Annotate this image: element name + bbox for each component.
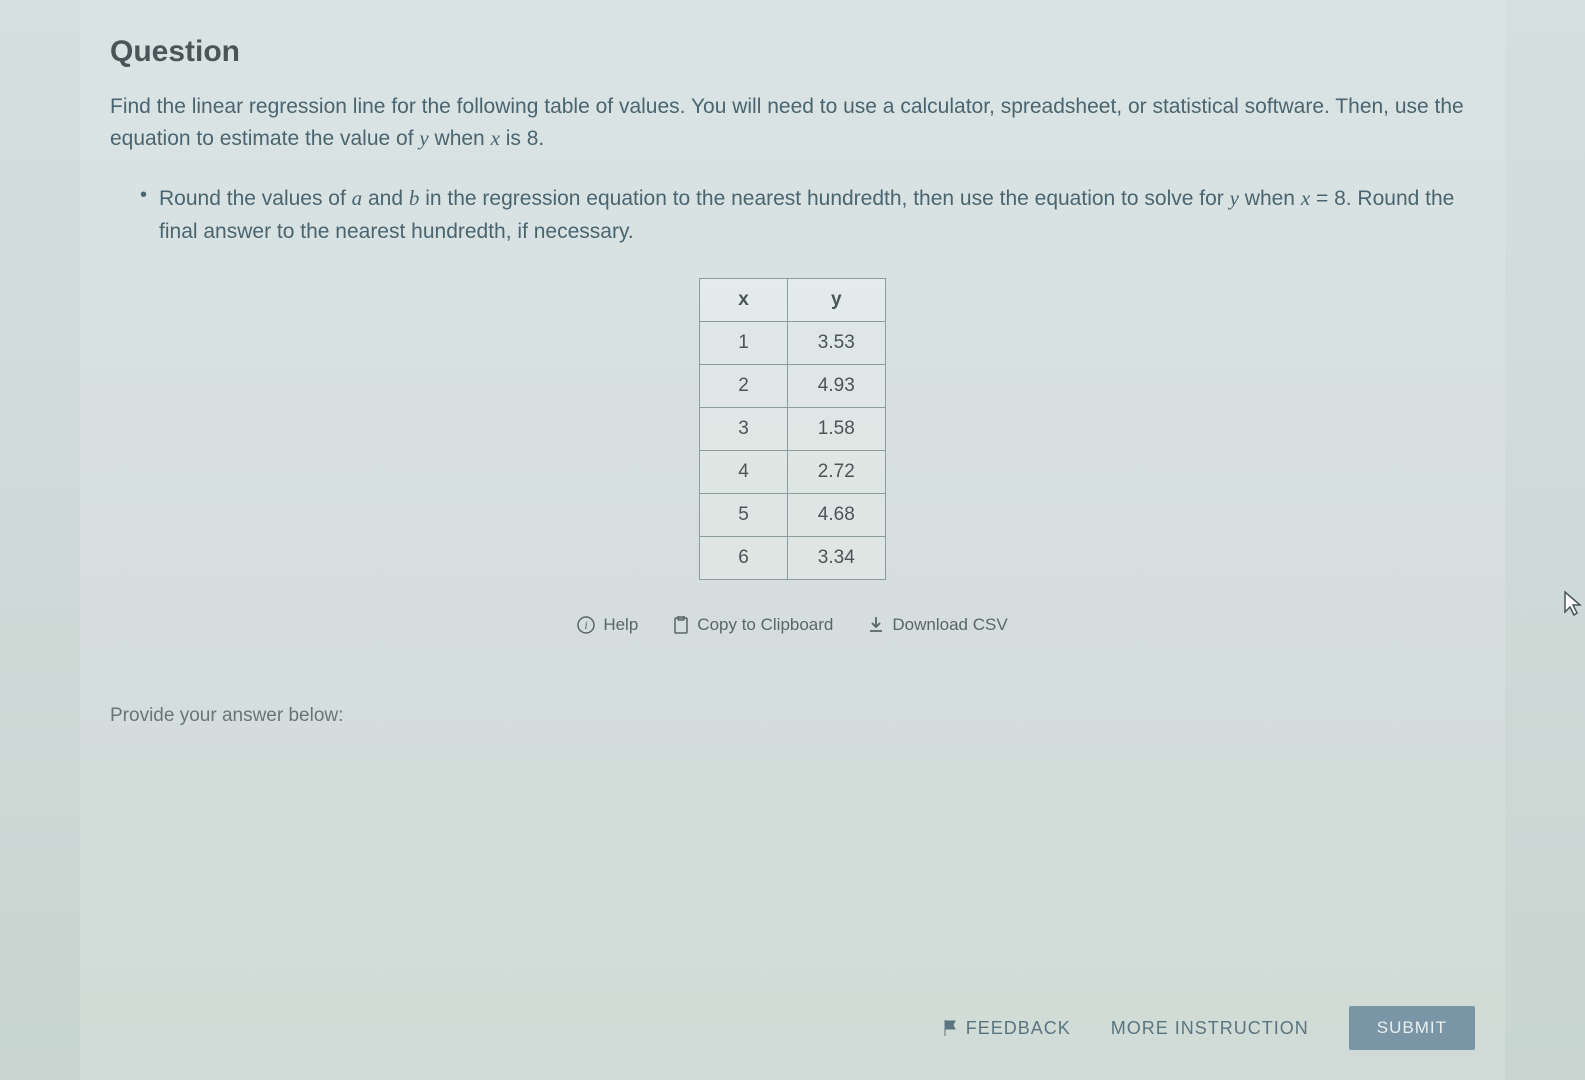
data-table: x y 1 3.53 2 4.93 3 1.58 4 [699, 278, 886, 580]
question-body: Find the linear regression line for the … [110, 91, 1475, 154]
download-label: Download CSV [892, 615, 1007, 635]
bullet-marker: • [140, 184, 147, 248]
copy-button[interactable]: Copy to Clipboard [673, 615, 833, 635]
table-header-row: x y [700, 279, 886, 322]
cell-x: 6 [700, 537, 788, 580]
question-container: Question Find the linear regression line… [80, 0, 1505, 1080]
feedback-button[interactable]: FEEDBACK [942, 1018, 1071, 1039]
bottom-bar: FEEDBACK MORE INSTRUCTION SUBMIT [942, 1006, 1475, 1050]
bullet-eq: = 8 [1310, 187, 1346, 210]
answer-prompt: Provide your answer below: [110, 705, 1475, 727]
bullet-mid1: and [362, 187, 409, 210]
var-y2: y [1230, 186, 1239, 210]
help-label: Help [603, 615, 638, 635]
help-button[interactable]: i Help [577, 615, 638, 635]
cell-y: 4.93 [787, 365, 885, 408]
question-body-post: is 8. [500, 127, 544, 150]
cell-x: 2 [700, 365, 788, 408]
cell-y: 2.72 [787, 451, 885, 494]
svg-text:i: i [585, 618, 588, 632]
download-button[interactable]: Download CSV [868, 615, 1007, 635]
var-b: b [409, 186, 420, 210]
info-icon: i [577, 616, 595, 634]
cell-y: 4.68 [787, 494, 885, 537]
bullet-section: • Round the values of a and b in the reg… [140, 182, 1475, 248]
bullet-mid3: when [1239, 187, 1301, 210]
clipboard-icon [673, 616, 689, 634]
cell-x: 4 [700, 451, 788, 494]
feedback-label: FEEDBACK [966, 1018, 1071, 1039]
table-row: 4 2.72 [700, 451, 886, 494]
question-title: Question [110, 35, 1475, 69]
copy-label: Copy to Clipboard [697, 615, 833, 635]
bullet-mid2: in the regression equation to the neares… [419, 187, 1229, 210]
cell-y: 3.53 [787, 322, 885, 365]
question-body-pre: Find the linear regression line for the … [110, 95, 1464, 150]
bullet-text: Round the values of a and b in the regre… [159, 182, 1475, 248]
cell-x: 3 [700, 408, 788, 451]
var-a: a [352, 186, 363, 210]
var-y: y [419, 126, 428, 150]
cell-y: 1.58 [787, 408, 885, 451]
submit-button[interactable]: SUBMIT [1349, 1006, 1475, 1050]
header-y: y [787, 279, 885, 322]
header-x: x [700, 279, 788, 322]
table-actions: i Help Copy to Clipboard Download CSV [110, 615, 1475, 635]
cell-x: 1 [700, 322, 788, 365]
table-row: 1 3.53 [700, 322, 886, 365]
cell-x: 5 [700, 494, 788, 537]
table-row: 6 3.34 [700, 537, 886, 580]
table-row: 2 4.93 [700, 365, 886, 408]
flag-icon [942, 1019, 958, 1037]
table-row: 3 1.58 [700, 408, 886, 451]
cursor-icon [1563, 590, 1583, 623]
table-wrapper: x y 1 3.53 2 4.93 3 1.58 4 [110, 278, 1475, 580]
more-instruction-button[interactable]: MORE INSTRUCTION [1111, 1018, 1309, 1039]
var-x: x [491, 126, 500, 150]
var-x2: x [1301, 186, 1310, 210]
cell-y: 3.34 [787, 537, 885, 580]
bullet-pre: Round the values of [159, 187, 352, 210]
download-icon [868, 616, 884, 634]
question-body-mid: when [429, 127, 491, 150]
table-row: 5 4.68 [700, 494, 886, 537]
